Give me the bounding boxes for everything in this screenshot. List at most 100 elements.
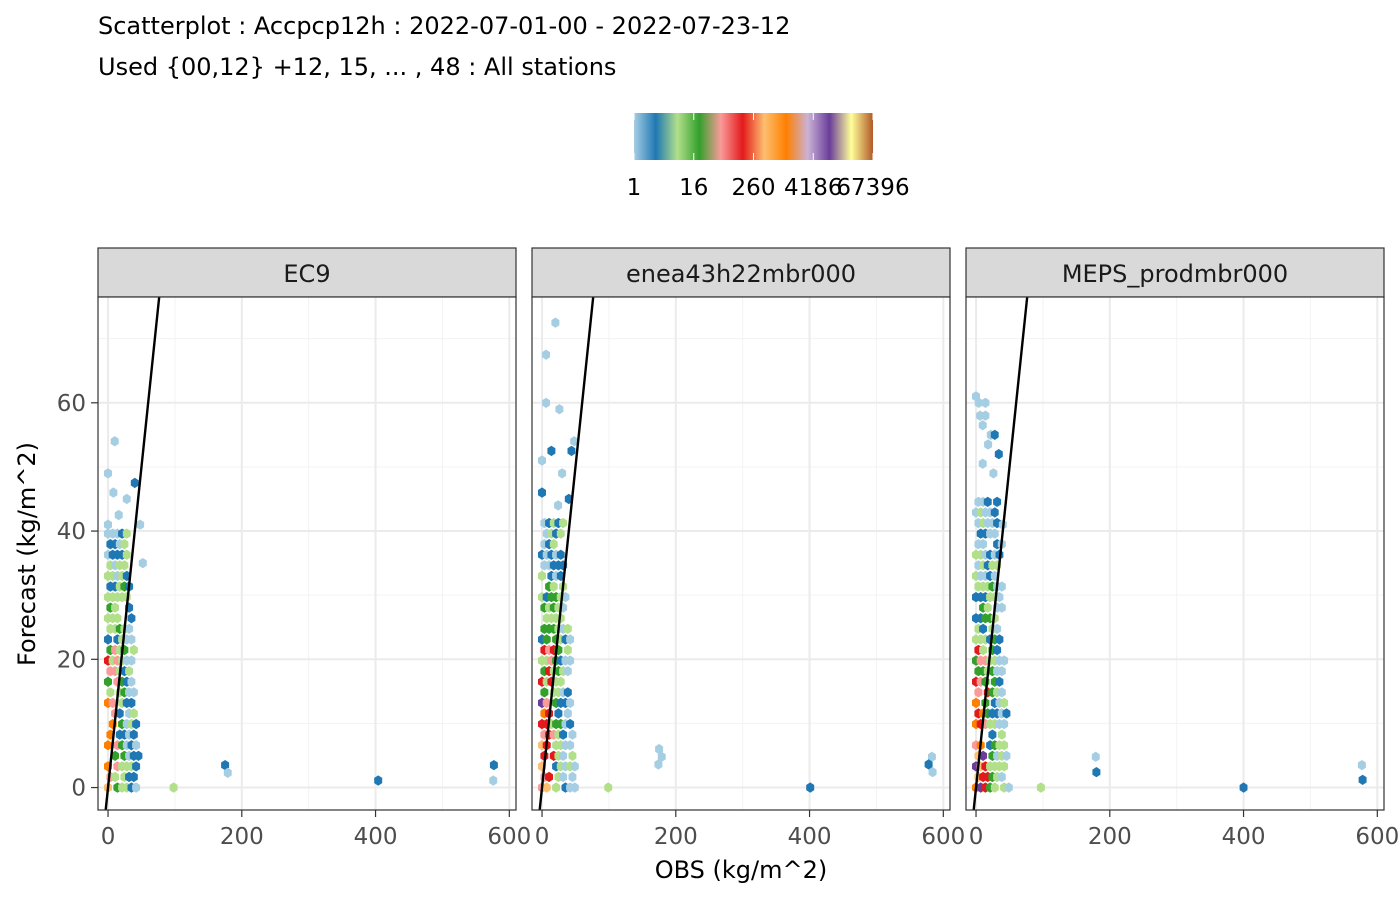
hexbin-cell	[129, 771, 138, 783]
hexbin-cell	[1000, 740, 1009, 751]
hexbin-cell	[122, 549, 131, 560]
hexbin-cell	[568, 771, 577, 783]
x-tick-label: 0	[101, 824, 116, 850]
hexbin-cell	[127, 613, 136, 624]
hexbin-cell	[104, 634, 112, 645]
hexbin-cell-isolated	[538, 455, 546, 466]
hexbin-cell	[552, 782, 561, 793]
hexbin-cell	[568, 750, 577, 761]
hexbin-cell-isolated	[114, 509, 123, 521]
hexbin-cell	[988, 729, 997, 740]
hexbin-cell	[132, 740, 141, 751]
hexbin-cell-outlier	[489, 775, 498, 786]
panel-strip-label: enea43h22mbr000	[626, 260, 856, 288]
hexbin-cell	[127, 634, 136, 645]
hexbin-cell-isolated	[104, 468, 112, 479]
hexbin-cell	[129, 729, 138, 740]
hexbin-cell	[993, 644, 1002, 656]
hexbin-cell-outlier	[655, 743, 664, 755]
hexbin-cell	[545, 771, 553, 783]
hexbin-cell-isolated	[138, 558, 147, 569]
hexbin-cell	[108, 697, 117, 709]
hexbin-cell-isolated	[558, 468, 567, 479]
panel-border	[97, 296, 517, 811]
hexbin-cell	[127, 697, 136, 709]
hexbin-cell-outlier	[657, 751, 666, 762]
hexbin-cell	[566, 718, 575, 730]
hexbin-cell	[983, 602, 992, 613]
hexbin-cell-isolated	[109, 487, 118, 498]
legend-label-0: 1	[627, 175, 642, 201]
hexbin-cell	[556, 549, 565, 560]
y-axis-title: Forecast (kg/m^2)	[13, 442, 41, 666]
hexbin-cell	[566, 697, 575, 709]
hexbin-cell	[983, 496, 992, 507]
hexbin-cell-outlier	[489, 760, 498, 771]
hexbin-cell	[1000, 697, 1009, 709]
panel-border	[965, 296, 1385, 811]
hexbin-cell	[540, 687, 549, 698]
one-to-one-line	[538, 297, 595, 810]
panel-enea43h22mbr000: enea43h22mbr000 0 200 400 600	[531, 247, 965, 850]
hexbin-cell	[570, 761, 579, 772]
hexbin-cell-outlier	[1091, 751, 1100, 762]
hexbin-cell-outlier	[221, 760, 230, 771]
hexbin-cell-outlier	[374, 775, 383, 786]
hexbin-cell	[132, 782, 141, 793]
x-tick-label: 0	[535, 824, 550, 850]
hexbin-cell-outlier	[928, 767, 937, 778]
hexbin-cell	[542, 634, 551, 645]
y-tick-label: 0	[71, 776, 86, 802]
hexbin-cell-outlier	[1036, 782, 1045, 793]
panel-strip	[965, 247, 1385, 298]
hexbin-cell	[563, 644, 572, 656]
hexbin-cell-outlier	[1358, 774, 1367, 785]
hexbin-cell	[111, 771, 119, 783]
hexbin-cell-outlier	[806, 782, 815, 793]
panel-EC9: EC9 0 200 400 600 0 20 40 60	[57, 247, 531, 850]
chart-subtitle: Used {00,12} +12, 15, ... , 48 : All sta…	[98, 53, 616, 81]
legend-label-4: 67396	[836, 175, 909, 201]
x-tick-label: 600	[487, 824, 531, 850]
hexbin-cell	[554, 708, 563, 719]
hexbin-cell	[106, 687, 115, 698]
hexbin-cell	[997, 666, 1006, 677]
hexbin-cell	[979, 623, 987, 634]
hexbin-cell-outlier	[604, 782, 613, 793]
legend-label-1: 16	[679, 175, 708, 201]
hexbin-cell-isolated	[567, 445, 576, 457]
hexbin-cell-isolated	[555, 404, 564, 415]
hexbin-cell-outlier	[654, 759, 663, 770]
hexbin-cell	[556, 676, 565, 687]
hexbin-cell	[993, 496, 1002, 507]
x-tick-label: 600	[921, 824, 965, 850]
hexbin-cell	[997, 687, 1006, 698]
chart-title: Scatterplot : Accpcp12h : 2022-07-01-00 …	[98, 12, 790, 40]
hexbin-cell-isolated	[984, 439, 993, 450]
hexbin-cell	[542, 697, 551, 709]
hexbin-cell	[125, 623, 134, 634]
x-tick-label: 600	[1355, 824, 1399, 850]
hexbin-cell	[559, 750, 568, 761]
hexbin-cell	[563, 687, 572, 698]
hexbin-cell-isolated	[136, 519, 145, 530]
hexbin-cell	[1000, 718, 1009, 730]
panel-plot-area	[966, 297, 1384, 810]
hexbin-cell-outlier	[924, 759, 933, 770]
hexbin-cell-isolated	[551, 317, 560, 328]
hexbin-cell	[132, 718, 141, 730]
hexbin-cell	[563, 708, 572, 719]
x-tick-label: 400	[354, 824, 398, 850]
one-to-one-line	[972, 297, 1029, 810]
hexbin-cell	[570, 782, 579, 793]
hexbin-cell-isolated	[104, 519, 112, 530]
hexbin-cell-isolated	[989, 468, 998, 479]
hexbin-cell-outlier	[223, 767, 232, 778]
hexbin-cell-outlier	[169, 782, 178, 793]
legend-label-2: 260	[732, 175, 776, 201]
hexbin-cell-isolated	[978, 458, 987, 469]
hexbin-cell	[559, 729, 568, 740]
hexbin-cell	[104, 740, 112, 751]
hexbin-cell	[995, 634, 1004, 645]
hexbin-cell	[1002, 708, 1011, 719]
